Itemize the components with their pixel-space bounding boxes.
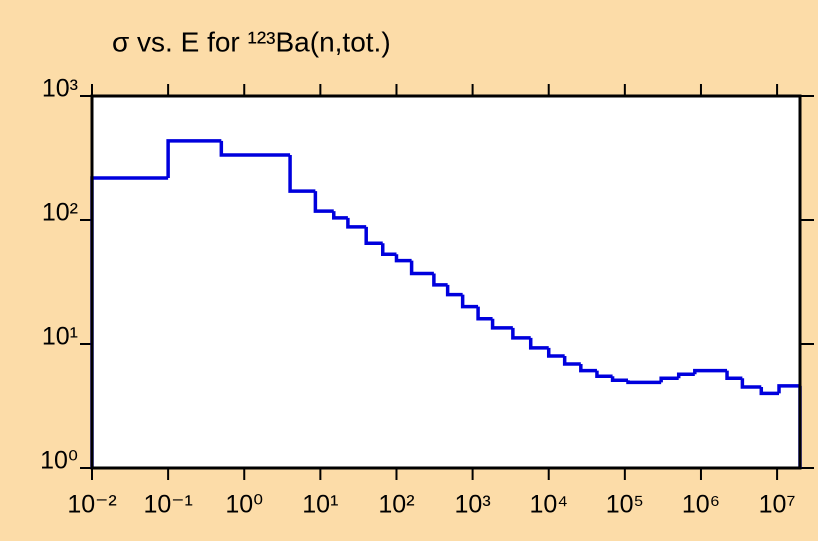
plot-frame xyxy=(90,94,802,470)
histogram-step xyxy=(511,327,531,340)
histogram-step xyxy=(528,337,549,350)
histogram-step xyxy=(740,378,762,389)
histogram-step xyxy=(659,376,679,383)
histogram-step xyxy=(562,356,581,366)
histogram-step xyxy=(445,284,463,297)
y-tick-label: 10² xyxy=(42,199,78,227)
chart-title: σ vs. E for ¹²³Ba(n,tot.) xyxy=(112,26,391,57)
histogram-step xyxy=(409,260,434,276)
x-tick-label: 10⁰ xyxy=(225,491,263,519)
histogram-step xyxy=(759,387,780,396)
histogram-step xyxy=(676,372,695,379)
histogram-step xyxy=(460,294,479,309)
histogram-step xyxy=(313,191,334,213)
histogram-step xyxy=(432,273,448,287)
x-tick-label: 10⁻² xyxy=(67,491,116,519)
histogram-step xyxy=(332,211,348,220)
histogram-step xyxy=(166,139,222,179)
histogram-step xyxy=(693,368,728,375)
histogram-step xyxy=(476,306,493,321)
histogram-step xyxy=(777,384,800,394)
y-tick-label: 10⁰ xyxy=(40,447,78,475)
x-tick-label: 10⁻¹ xyxy=(143,491,192,519)
x-tick-label: 10⁵ xyxy=(606,491,644,519)
histogram-step xyxy=(626,380,662,385)
x-tick-label: 10⁴ xyxy=(529,491,568,519)
x-tick-label: 10³ xyxy=(455,491,491,519)
x-tick-label: 10⁷ xyxy=(759,491,796,519)
plot-area xyxy=(92,96,800,468)
histogram-step xyxy=(219,140,291,157)
histogram-step xyxy=(579,363,597,373)
histogram-step xyxy=(380,243,397,256)
x-tick-label: 10⁶ xyxy=(682,491,720,519)
histogram-step xyxy=(546,347,565,358)
histogram-step xyxy=(490,318,513,330)
histogram-step xyxy=(364,226,383,245)
x-tick-label: 10¹ xyxy=(302,491,338,519)
histogram-step xyxy=(394,254,412,263)
histogram-step xyxy=(595,370,613,378)
x-tick-label: 10² xyxy=(378,491,414,519)
histogram-step xyxy=(725,370,743,380)
y-tick-label: 10³ xyxy=(42,75,78,103)
y-tick-label: 10¹ xyxy=(42,323,78,351)
histogram-step xyxy=(346,217,367,229)
histogram-step xyxy=(610,376,628,383)
histogram-step xyxy=(288,155,316,193)
